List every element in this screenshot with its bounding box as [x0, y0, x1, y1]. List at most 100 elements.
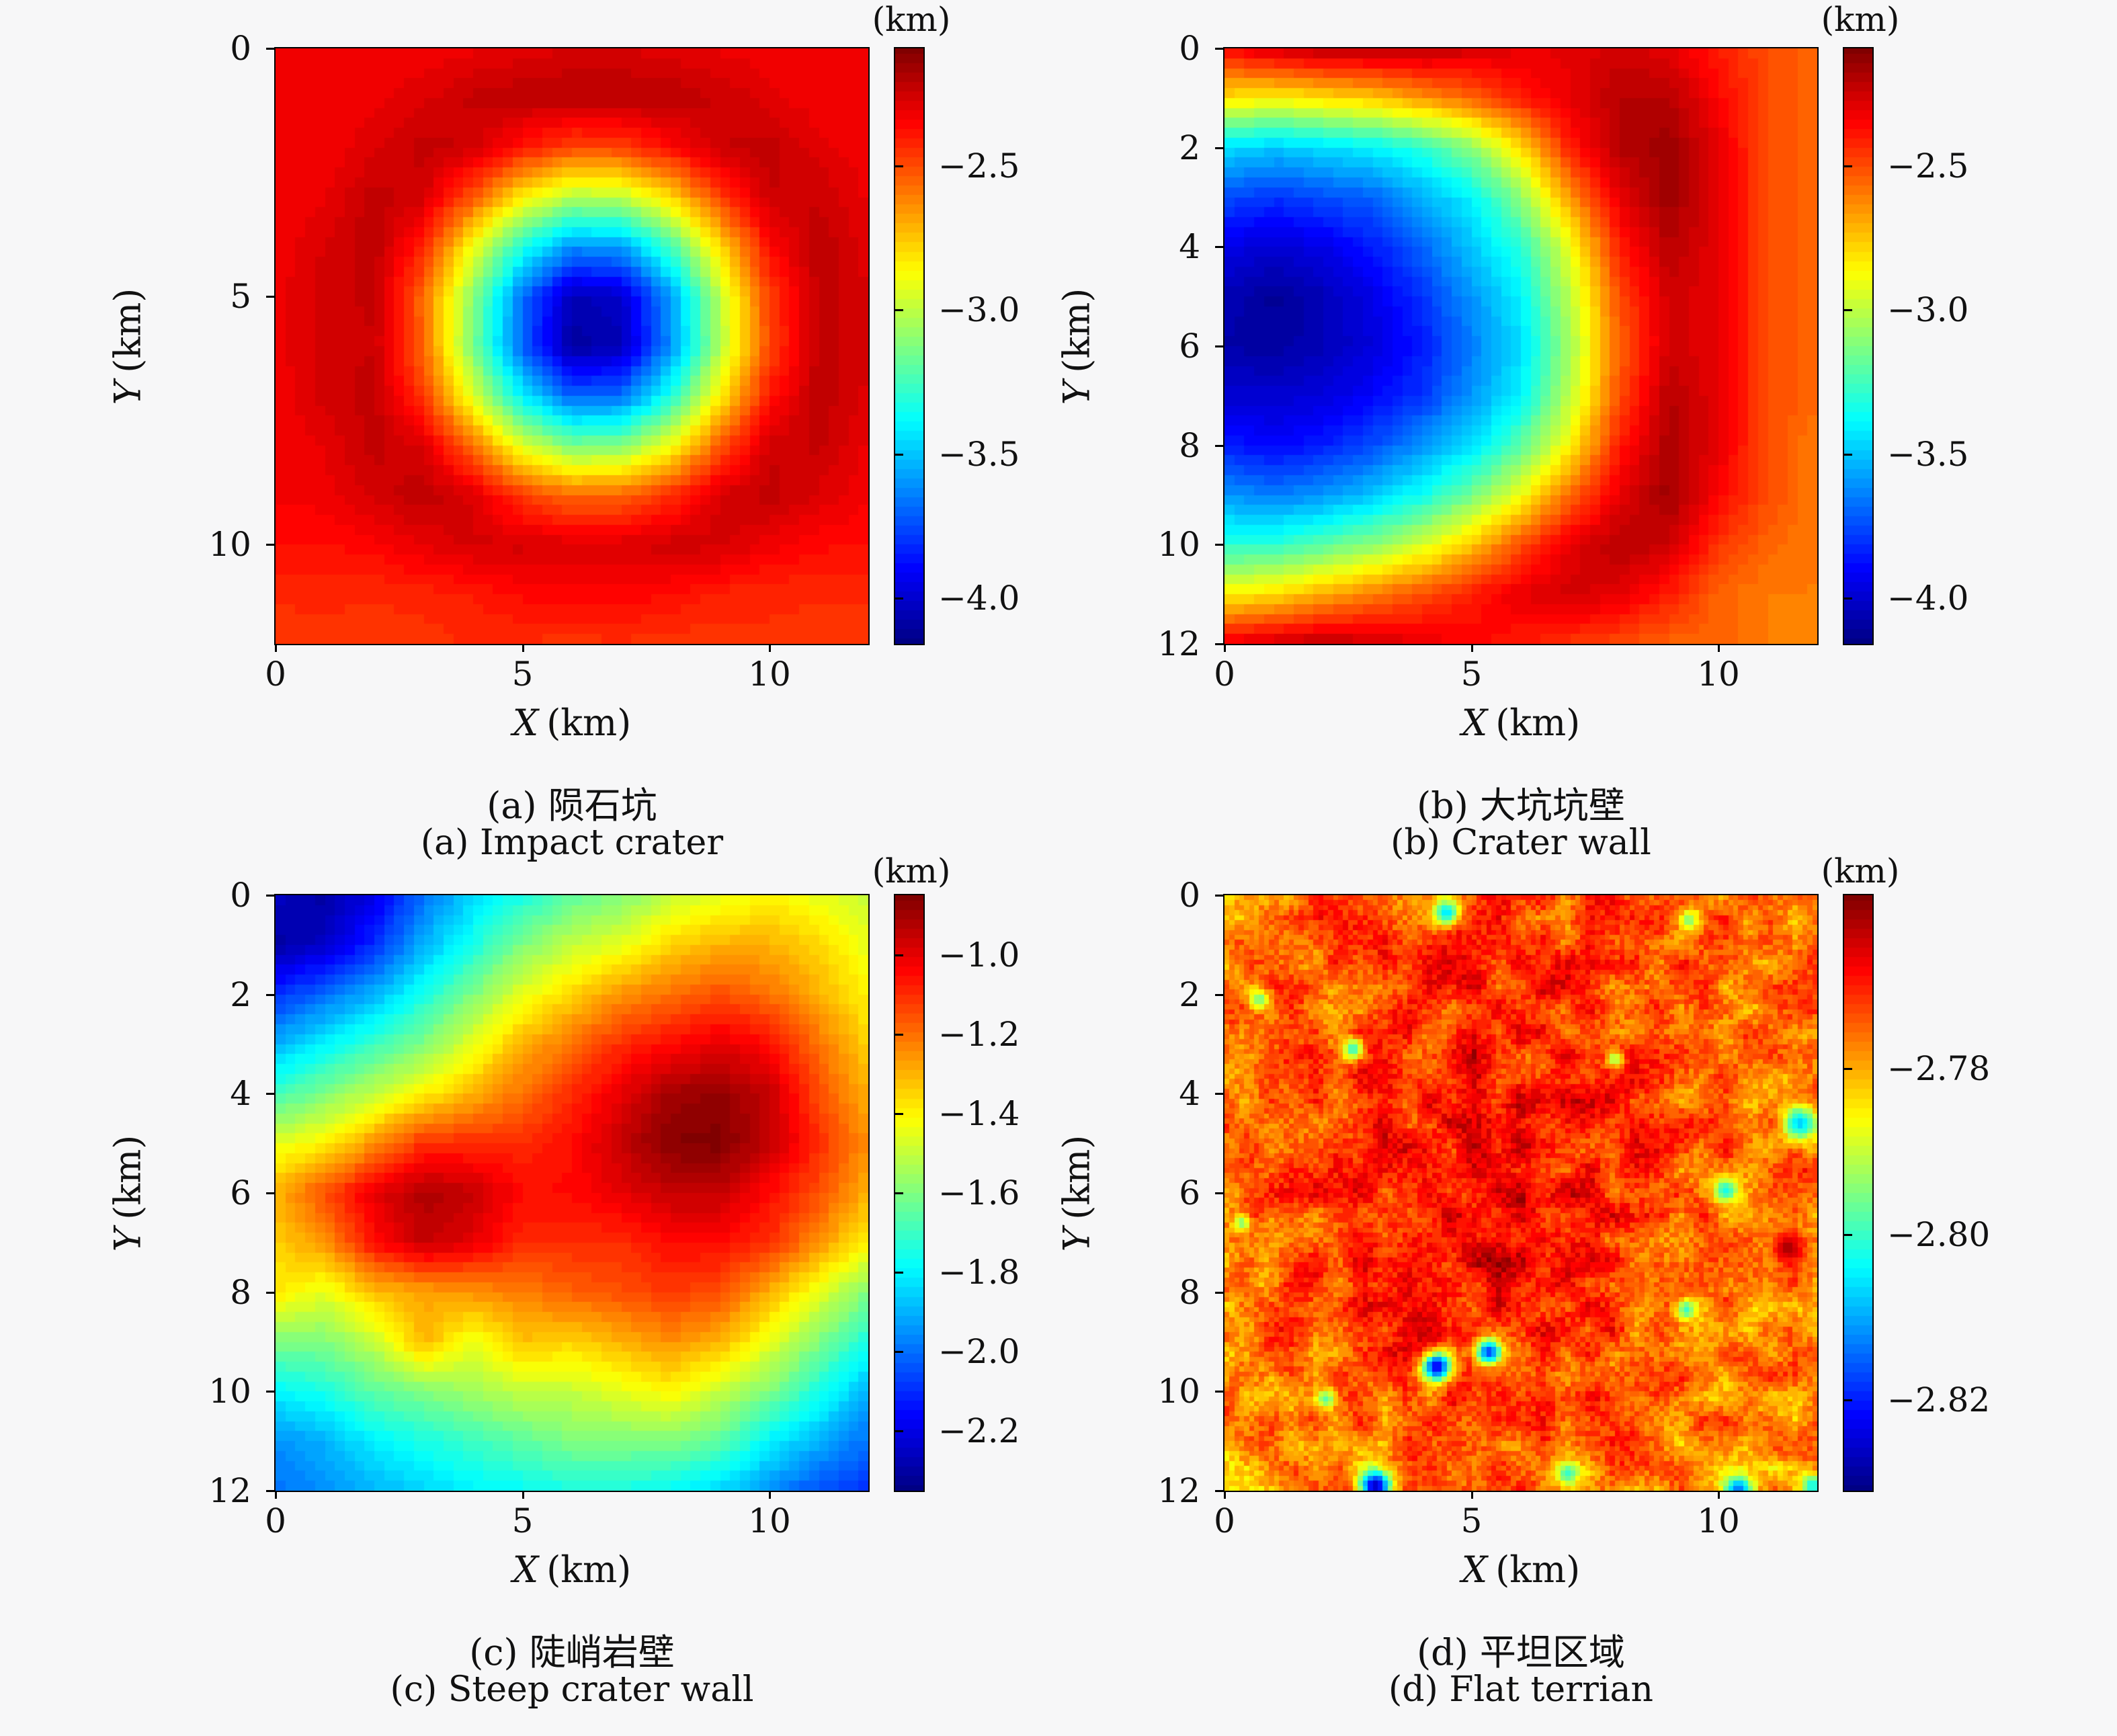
x-tick-mark	[522, 644, 524, 652]
y-tick-label: 10	[208, 525, 251, 565]
y-axis-label: Y(km)	[1055, 1134, 1098, 1251]
y-axis-label: Y(km)	[1055, 288, 1098, 405]
panel-a-impact-crater: (km) Y(km) X (km) (a) 陨石坑 (a) Impact crat…	[0, 0, 1058, 868]
colorbar-d: −2.78 −2.80 −2.82	[1843, 894, 1990, 1492]
caption-en: (a) Impact crater	[420, 823, 724, 863]
colorbar-tick-label: −4.0	[1887, 578, 1969, 618]
y-tick-label: 10	[1157, 525, 1200, 565]
colorbar-tick-mark	[1844, 597, 1852, 600]
heatmap-canvas-c	[276, 895, 868, 1491]
y-tick-label: 6	[1179, 1173, 1200, 1212]
panel-d-flat-terrain: (km) Y(km) X (km) (d) 平坦区域 (d) Flat terri…	[1056, 852, 2117, 1735]
y-tick-label: 8	[1179, 1272, 1200, 1312]
caption-en: (b) Crater wall	[1390, 823, 1651, 863]
y-tick-mark	[1215, 1291, 1223, 1294]
x-axis-label: X (km)	[512, 1548, 632, 1591]
heatmap-plot-a: Y(km) X (km) (a) 陨石坑 (a) Impact crater 0 5…	[107, 32, 870, 863]
colorbar-title: (km)	[1821, 852, 1900, 891]
x-tick-mark	[1224, 1491, 1226, 1499]
y-tick-mark	[1215, 48, 1223, 50]
x-tick-label: 0	[265, 655, 286, 694]
heatmap-canvas-a	[276, 48, 868, 644]
x-tick-label: 0	[265, 1501, 286, 1540]
y-tick-label: 0	[230, 29, 251, 68]
colorbar-tick-label: −2.78	[1887, 1049, 1991, 1089]
colorbar-canvas-a	[895, 48, 923, 644]
panel-b-crater-wall: (km) Y(km) X (km) (b) 大坑坑壁 (b) Crater wal…	[1056, 0, 2117, 868]
colorbar-tick-label: −1.6	[938, 1173, 1020, 1212]
colorbar-tick-label: −2.0	[938, 1332, 1020, 1372]
x-tick-mark	[769, 644, 771, 652]
colorbar-tick-mark	[895, 1430, 903, 1433]
x-tick-mark	[1718, 644, 1720, 652]
y-tick-label: 4	[1179, 1074, 1200, 1114]
colorbar-tick-mark	[895, 1033, 903, 1036]
y-tick-label: 2	[230, 975, 251, 1014]
y-tick-label: 4	[230, 1074, 251, 1114]
y-tick-mark	[1215, 643, 1223, 645]
colorbar-tick-label: −3.5	[1887, 434, 1969, 474]
colorbar-b: −2.5 −3.0 −3.5 −4.0	[1843, 47, 1968, 645]
x-axis-label: X (km)	[1461, 702, 1581, 744]
y-tick-mark	[1215, 993, 1223, 996]
y-tick-mark	[266, 544, 274, 546]
x-tick-label: 10	[1697, 655, 1740, 694]
colorbar-canvas-d	[1844, 895, 1872, 1491]
colorbar-tick-label: −2.5	[938, 147, 1020, 186]
caption-zh: (d) 平坦区域	[1417, 1631, 1625, 1673]
colorbar-tick-mark	[1844, 1068, 1852, 1071]
colorbar-tick-mark	[1844, 453, 1852, 456]
y-tick-label: 4	[1179, 227, 1200, 267]
x-tick-label: 10	[748, 655, 791, 694]
y-tick-mark	[1215, 1093, 1223, 1096]
y-tick-mark	[1215, 444, 1223, 447]
colorbar-tick-mark	[1844, 309, 1852, 312]
x-tick-label: 5	[1460, 655, 1483, 694]
x-tick-mark	[1470, 1491, 1473, 1499]
y-tick-label: 10	[208, 1372, 251, 1411]
caption-zh: (a) 陨石坑	[487, 784, 657, 827]
colorbar-tick-mark	[895, 1351, 903, 1354]
colorbar-tick-mark	[895, 309, 903, 312]
y-tick-label: 0	[1179, 29, 1200, 68]
colorbar-tick-mark	[895, 1272, 903, 1274]
y-tick-label: 2	[1179, 975, 1200, 1014]
x-tick-mark	[275, 644, 277, 652]
colorbar-canvas-b	[1844, 48, 1872, 644]
caption-en: (d) Flat terrian	[1388, 1669, 1654, 1710]
y-tick-mark	[1215, 1192, 1223, 1194]
y-tick-mark	[266, 48, 274, 50]
colorbar-tick-mark	[895, 954, 903, 956]
y-tick-mark	[1215, 345, 1223, 347]
y-tick-label: 12	[208, 1471, 251, 1510]
caption-en: (c) Steep crater wall	[390, 1669, 754, 1710]
y-tick-mark	[266, 296, 274, 298]
y-tick-mark	[266, 1291, 274, 1294]
colorbar-tick-mark	[895, 1192, 903, 1194]
colorbar-tick-mark	[895, 1112, 903, 1115]
caption-zh: (b) 大坑坑壁	[1417, 784, 1625, 827]
heatmap-canvas-d	[1224, 895, 1817, 1491]
x-tick-label: 10	[748, 1501, 791, 1540]
colorbar-tick-label: −1.8	[938, 1253, 1020, 1292]
panel-c-steep-crater-wall: (km) Y(km) X (km) (c) 陡峭岩壁 (c) Steep crat…	[0, 852, 1058, 1735]
colorbar-tick-mark	[895, 597, 903, 600]
colorbar-tick-label: −1.2	[938, 1014, 1020, 1054]
y-tick-label: 12	[1157, 624, 1200, 663]
y-tick-mark	[266, 1192, 274, 1194]
colorbar-tick-label: −1.4	[938, 1093, 1020, 1133]
y-tick-label: 8	[1179, 425, 1200, 465]
y-tick-mark	[1215, 1490, 1223, 1492]
x-tick-label: 0	[1214, 1501, 1235, 1540]
colorbar-c: −1.0 −1.2 −1.4 −1.6 −1.8 −2.0 −2.2	[894, 894, 1020, 1492]
y-tick-mark	[1215, 147, 1223, 149]
y-tick-label: 8	[230, 1272, 251, 1312]
y-tick-label: 0	[230, 876, 251, 915]
colorbar-tick-label: −2.80	[1887, 1214, 1991, 1254]
colorbar-tick-label: −4.0	[938, 578, 1020, 618]
colorbar-title: (km)	[1821, 0, 1900, 39]
y-tick-mark	[266, 993, 274, 996]
x-tick-label: 5	[1460, 1501, 1483, 1540]
colorbar-tick-label: −2.5	[1887, 147, 1969, 186]
y-tick-mark	[1215, 544, 1223, 546]
